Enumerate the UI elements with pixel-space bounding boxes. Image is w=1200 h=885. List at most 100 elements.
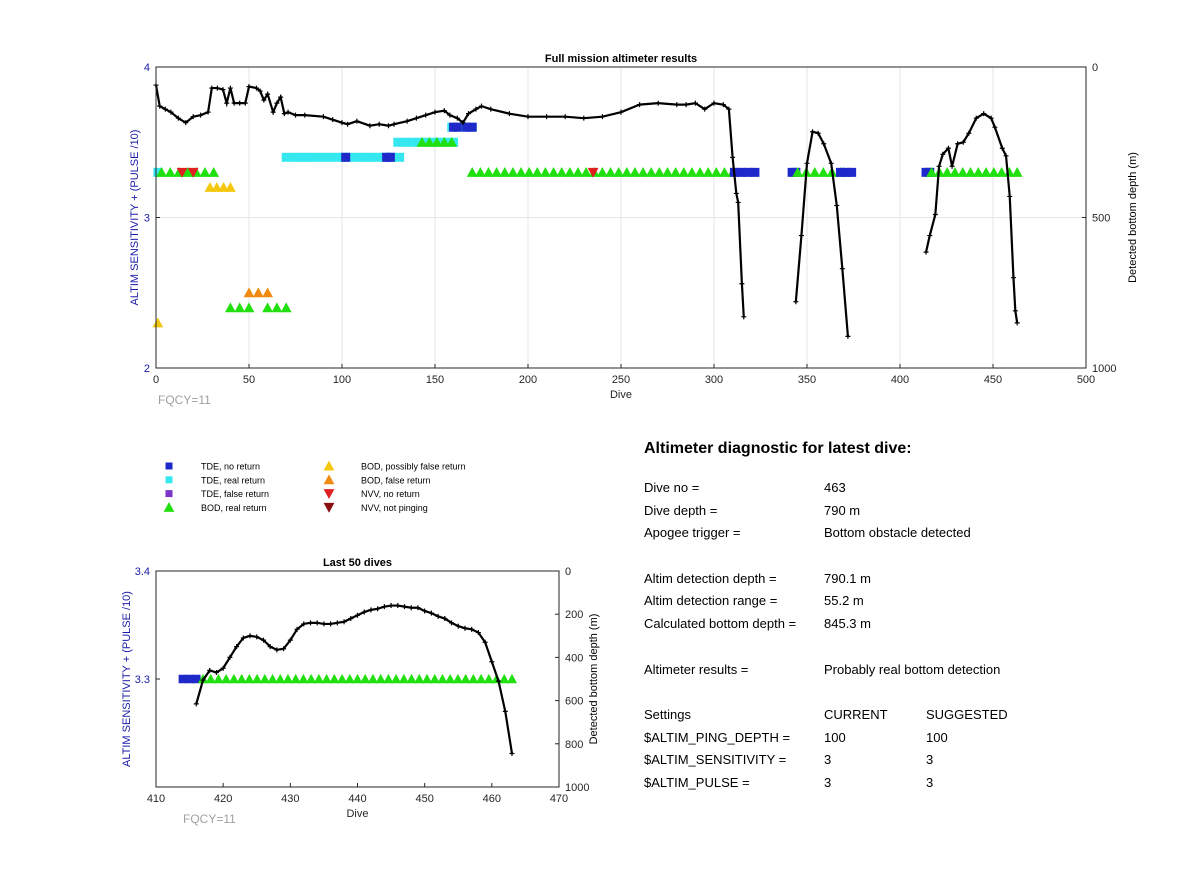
data-marker — [587, 167, 599, 178]
y2-tick-label: 400 — [565, 652, 583, 664]
data-marker — [996, 166, 1008, 177]
data-marker — [359, 152, 369, 162]
legend-marker — [163, 502, 175, 512]
data-marker — [383, 673, 394, 684]
depth-point — [488, 106, 494, 112]
depth-point — [447, 112, 453, 118]
data-marker — [736, 167, 746, 177]
settings-header-row: Settings CURRENT SUGGESTED — [644, 707, 1164, 730]
depth-line — [924, 112, 1019, 324]
data-marker — [259, 673, 270, 684]
data-marker — [152, 317, 164, 328]
data-marker — [462, 122, 472, 132]
depth-point — [361, 609, 367, 615]
legend-marker — [165, 476, 173, 484]
data-marker — [446, 136, 458, 147]
depth-point — [422, 608, 428, 614]
data-marker — [548, 166, 559, 177]
data-marker — [414, 673, 425, 684]
data-marker — [282, 673, 294, 684]
depth-point — [307, 620, 313, 626]
depth-point — [692, 100, 698, 106]
depth-point — [260, 637, 266, 643]
fqcy-note: FQCY=11 — [158, 393, 211, 407]
legend-marker — [323, 460, 335, 471]
y2-tick-label: 0 — [565, 566, 571, 578]
depth-point — [198, 112, 204, 118]
data-marker — [605, 166, 616, 177]
pulse-label: $ALTIM_PULSE = — [644, 774, 750, 790]
depth-point — [502, 708, 508, 714]
depth-point — [220, 87, 226, 93]
data-marker — [360, 673, 371, 684]
depth-point — [465, 111, 471, 117]
sensitivity-current: 3 — [824, 752, 832, 768]
depth-point — [274, 100, 280, 106]
data-marker — [452, 122, 462, 132]
pulse-row: $ALTIM_PULSE = 3 3 — [644, 775, 1164, 798]
data-marker — [298, 673, 309, 684]
depth-point — [242, 100, 248, 106]
y2-tick-label: 0 — [1092, 62, 1098, 74]
data-marker — [243, 302, 255, 313]
x-tick-label: 150 — [426, 374, 444, 386]
data-marker — [483, 673, 494, 684]
data-marker — [395, 152, 405, 162]
depth-point — [404, 118, 410, 124]
depth-point — [281, 111, 287, 117]
data-marker — [416, 136, 428, 147]
data-marker — [393, 137, 403, 147]
depth-point — [247, 633, 253, 639]
ping-depth-suggested: 100 — [926, 729, 948, 745]
altim-range-label: Altim detection range = — [644, 593, 778, 609]
depth-point — [435, 613, 441, 619]
depth-point — [367, 123, 373, 129]
data-marker — [375, 673, 386, 684]
depth-point — [265, 91, 271, 97]
data-marker — [271, 302, 283, 313]
legend-label: NVV, no return — [361, 489, 420, 499]
data-marker — [817, 166, 829, 177]
x-tick-label: 450 — [415, 793, 433, 805]
dive-no-row: Dive no = 463 — [644, 480, 1164, 503]
depth-point — [949, 163, 955, 169]
depth-point — [455, 623, 461, 629]
data-marker — [213, 673, 224, 684]
x-tick-label: 450 — [984, 374, 1002, 386]
depth-point — [726, 106, 732, 112]
data-marker — [1011, 166, 1023, 177]
altim-depth-value: 790.1 m — [824, 570, 871, 586]
data-marker — [251, 673, 263, 684]
y-tick-label: 3 — [144, 213, 150, 225]
data-marker — [980, 166, 992, 177]
diagnostic-panel: Altimeter diagnostic for latest dive: Di… — [644, 440, 1164, 798]
depth-point — [183, 120, 189, 126]
depth-point — [348, 616, 354, 622]
legend: TDE, no return TDE, real return TDE, false… — [163, 460, 466, 513]
data-marker — [445, 673, 456, 684]
depth-point — [209, 85, 215, 91]
depth-point — [720, 102, 726, 108]
depth-point — [408, 605, 414, 611]
y2-tick-label: 1000 — [1092, 363, 1116, 375]
depth-point — [274, 647, 280, 653]
legend-label: TDE, real return — [201, 475, 265, 485]
sensitivity-label: $ALTIM_SENSITIVITY = — [644, 752, 787, 768]
depth-point — [301, 621, 307, 627]
data-marker — [540, 166, 551, 177]
depth-point — [237, 100, 243, 106]
legend-item: TDE, real return — [165, 475, 265, 485]
data-marker — [507, 166, 519, 177]
data-marker — [187, 167, 199, 178]
depth-point — [562, 114, 568, 120]
altim-range-value: 55.2 m — [824, 593, 864, 609]
results-label: Altimeter results = — [644, 661, 749, 677]
depth-point — [254, 634, 260, 640]
apogee-value: Bottom obstacle detected — [824, 525, 971, 541]
data-marker — [597, 166, 608, 177]
data-marker — [491, 166, 503, 177]
depth-point — [413, 115, 419, 121]
pulse-suggested: 3 — [926, 774, 934, 790]
depth-point — [345, 121, 351, 127]
x-tick-label: 300 — [705, 374, 723, 386]
